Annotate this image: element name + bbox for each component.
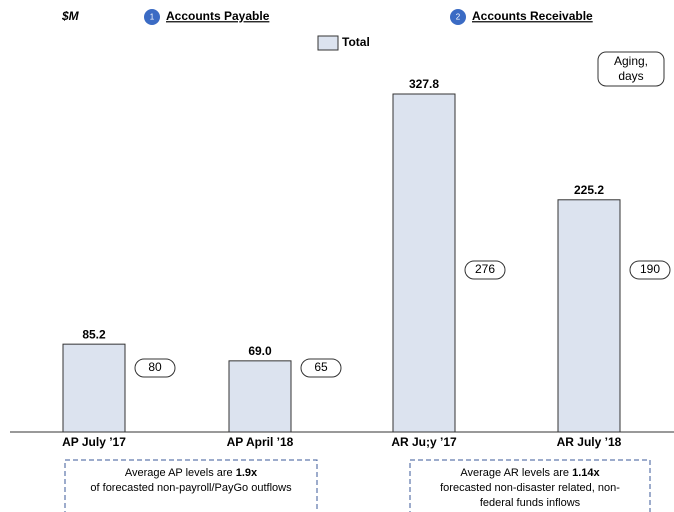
note-text: of forecasted non-payroll/PayGo outflows <box>90 482 292 494</box>
note-text: forecasted non-disaster related, non- <box>440 482 620 494</box>
aging-value: 80 <box>148 360 162 374</box>
section-label: Accounts Receivable <box>472 9 593 23</box>
note-text: 1.9x <box>236 467 258 479</box>
note-text: 1.14x <box>572 467 600 479</box>
note-text: Average AP levels are <box>125 467 236 479</box>
aging-badge <box>134 358 176 378</box>
value-label: 69.0 <box>248 344 272 358</box>
x-tick-label: AP April ’18 <box>227 435 294 449</box>
bar <box>62 343 126 433</box>
section-badge <box>450 9 466 25</box>
unit-label: $M <box>61 9 80 23</box>
note-box <box>64 459 318 512</box>
aging-badge <box>300 358 342 378</box>
section-number: 2 <box>456 13 461 22</box>
x-tick-label: AR Ju;y ’17 <box>391 435 457 449</box>
x-tick-label: AP July ’17 <box>62 435 126 449</box>
note-line: Average AP levels are 1.9x <box>125 467 258 479</box>
section-label: Accounts Payable <box>166 9 270 23</box>
value-label: 85.2 <box>82 327 106 341</box>
section-number: 1 <box>150 13 155 22</box>
legend-label: Total <box>342 35 370 49</box>
aging-badge <box>629 260 671 280</box>
legend-swatch <box>317 35 339 51</box>
aging-label: days <box>618 69 643 83</box>
note-line: forecasted non-disaster related, non- <box>440 482 620 494</box>
note-line: Average AR levels are 1.14x <box>460 467 600 479</box>
aging-box: Aging, days <box>597 51 665 87</box>
bar <box>557 199 621 433</box>
bar <box>392 93 456 433</box>
section-badge <box>144 9 160 25</box>
aging-frame <box>597 51 665 87</box>
note-line: of forecasted non-payroll/PayGo outflows <box>90 482 292 494</box>
bar <box>228 360 292 433</box>
note-line: federal funds inflows <box>480 497 581 509</box>
aging-label: Aging, <box>614 54 648 68</box>
value-label: 225.2 <box>574 183 604 197</box>
x-tick-label: AR July ’18 <box>557 435 622 449</box>
aging-badge <box>464 260 506 280</box>
aging-value: 190 <box>640 262 660 276</box>
note-text: Average AR levels are <box>460 467 572 479</box>
value-label: 327.8 <box>409 77 439 91</box>
note-text: federal funds inflows <box>480 497 581 509</box>
aging-value: 65 <box>314 360 328 374</box>
note-box <box>409 459 651 512</box>
aging-value: 276 <box>475 262 495 276</box>
